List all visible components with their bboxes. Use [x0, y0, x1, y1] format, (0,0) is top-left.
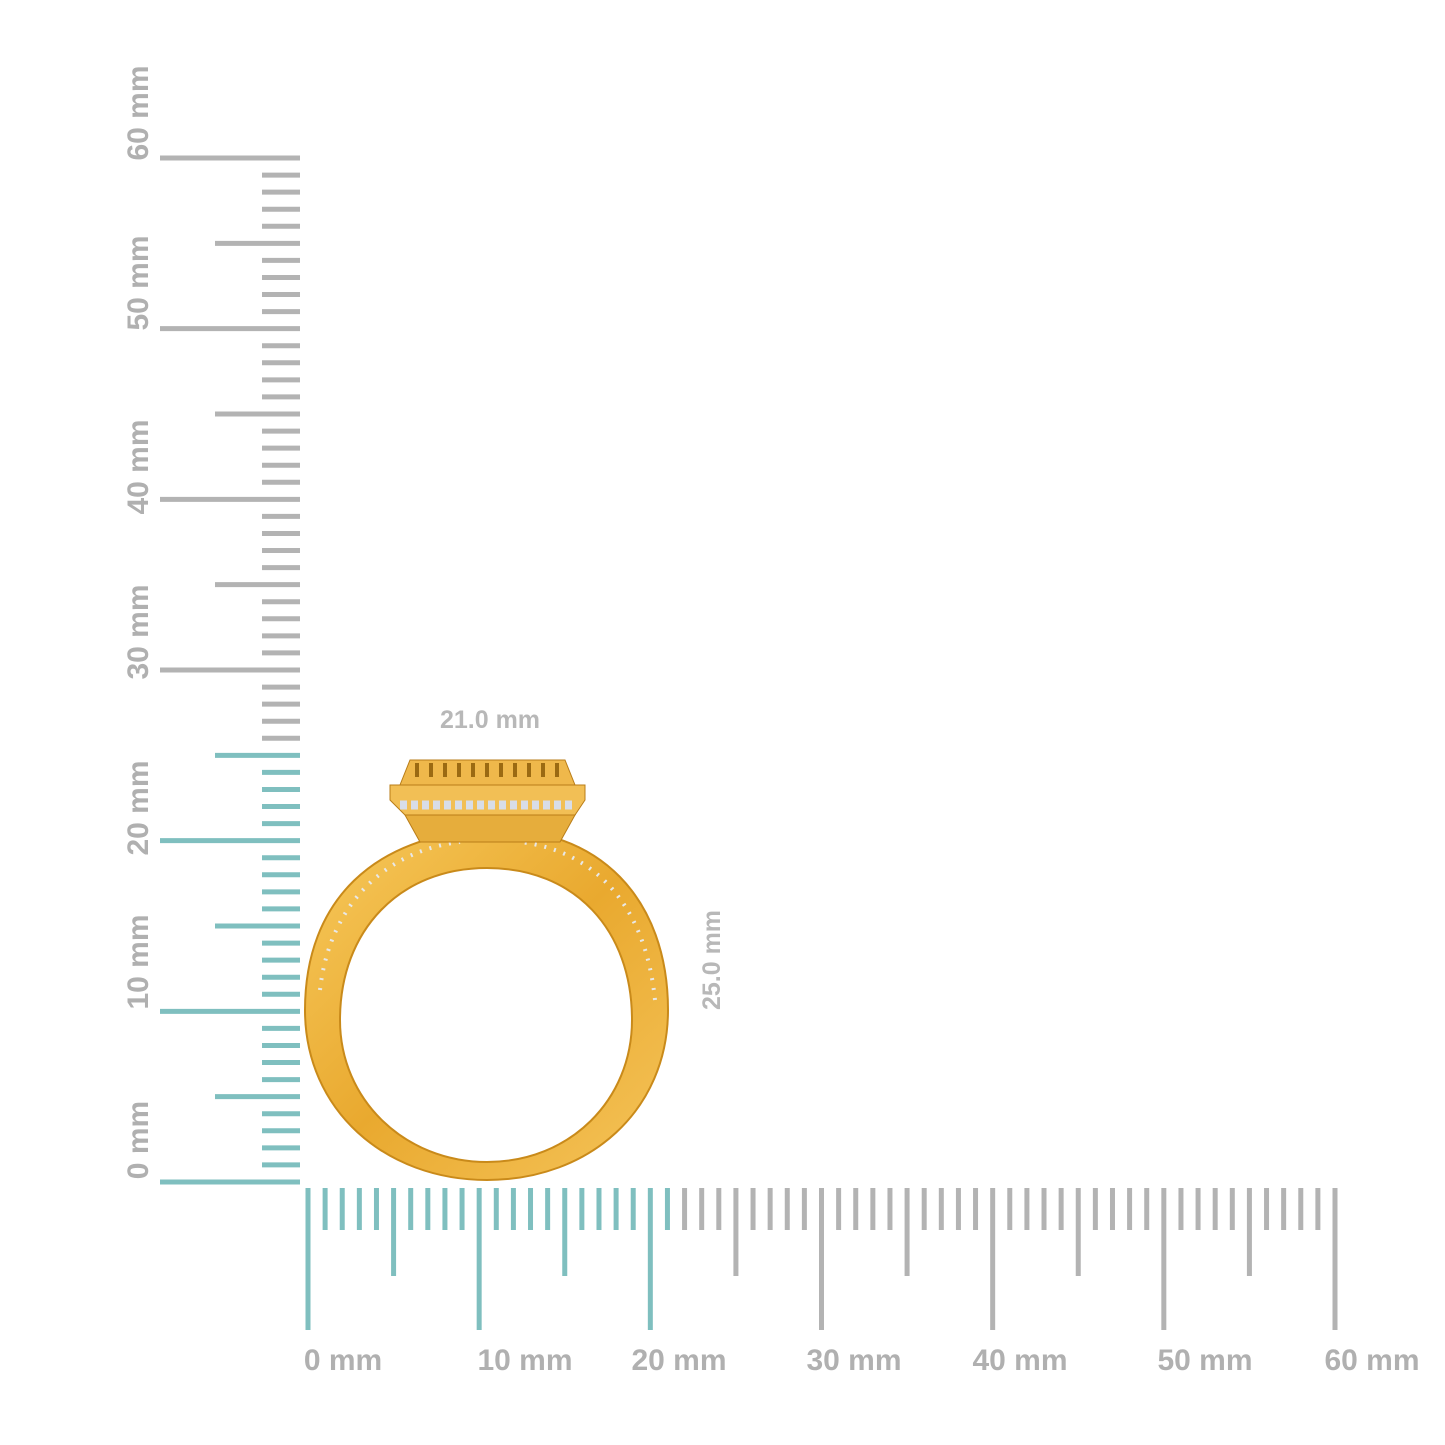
ruler-label: 60 mm — [122, 65, 155, 160]
ruler-label: 40 mm — [122, 419, 155, 514]
ruler-label: 30 mm — [806, 1344, 901, 1377]
height-label: 25.0 mm — [698, 910, 726, 1010]
width-label: 21.0 mm — [440, 706, 540, 734]
ruler-label: 10 mm — [122, 914, 155, 1009]
ruler-label: 60 mm — [1324, 1344, 1419, 1377]
ring — [303, 759, 670, 1182]
side-stones — [519, 840, 657, 1001]
vertical-ruler — [160, 155, 300, 1185]
ruler-label: 30 mm — [122, 584, 155, 679]
ruler-label: 20 mm — [631, 1344, 726, 1377]
ruler-label: 0 mm — [304, 1344, 382, 1377]
horizontal-ruler — [305, 1188, 1338, 1330]
ruler-label: 0 mm — [122, 1101, 155, 1179]
ruler-label: 20 mm — [122, 760, 155, 855]
halo — [389, 784, 586, 816]
gallery — [404, 814, 576, 843]
ruler-label: 50 mm — [1157, 1344, 1252, 1377]
ruler-label: 10 mm — [477, 1344, 572, 1377]
ruler-label: 40 mm — [972, 1344, 1067, 1377]
ruler-label: 50 mm — [122, 235, 155, 330]
ring-band — [303, 828, 670, 1182]
